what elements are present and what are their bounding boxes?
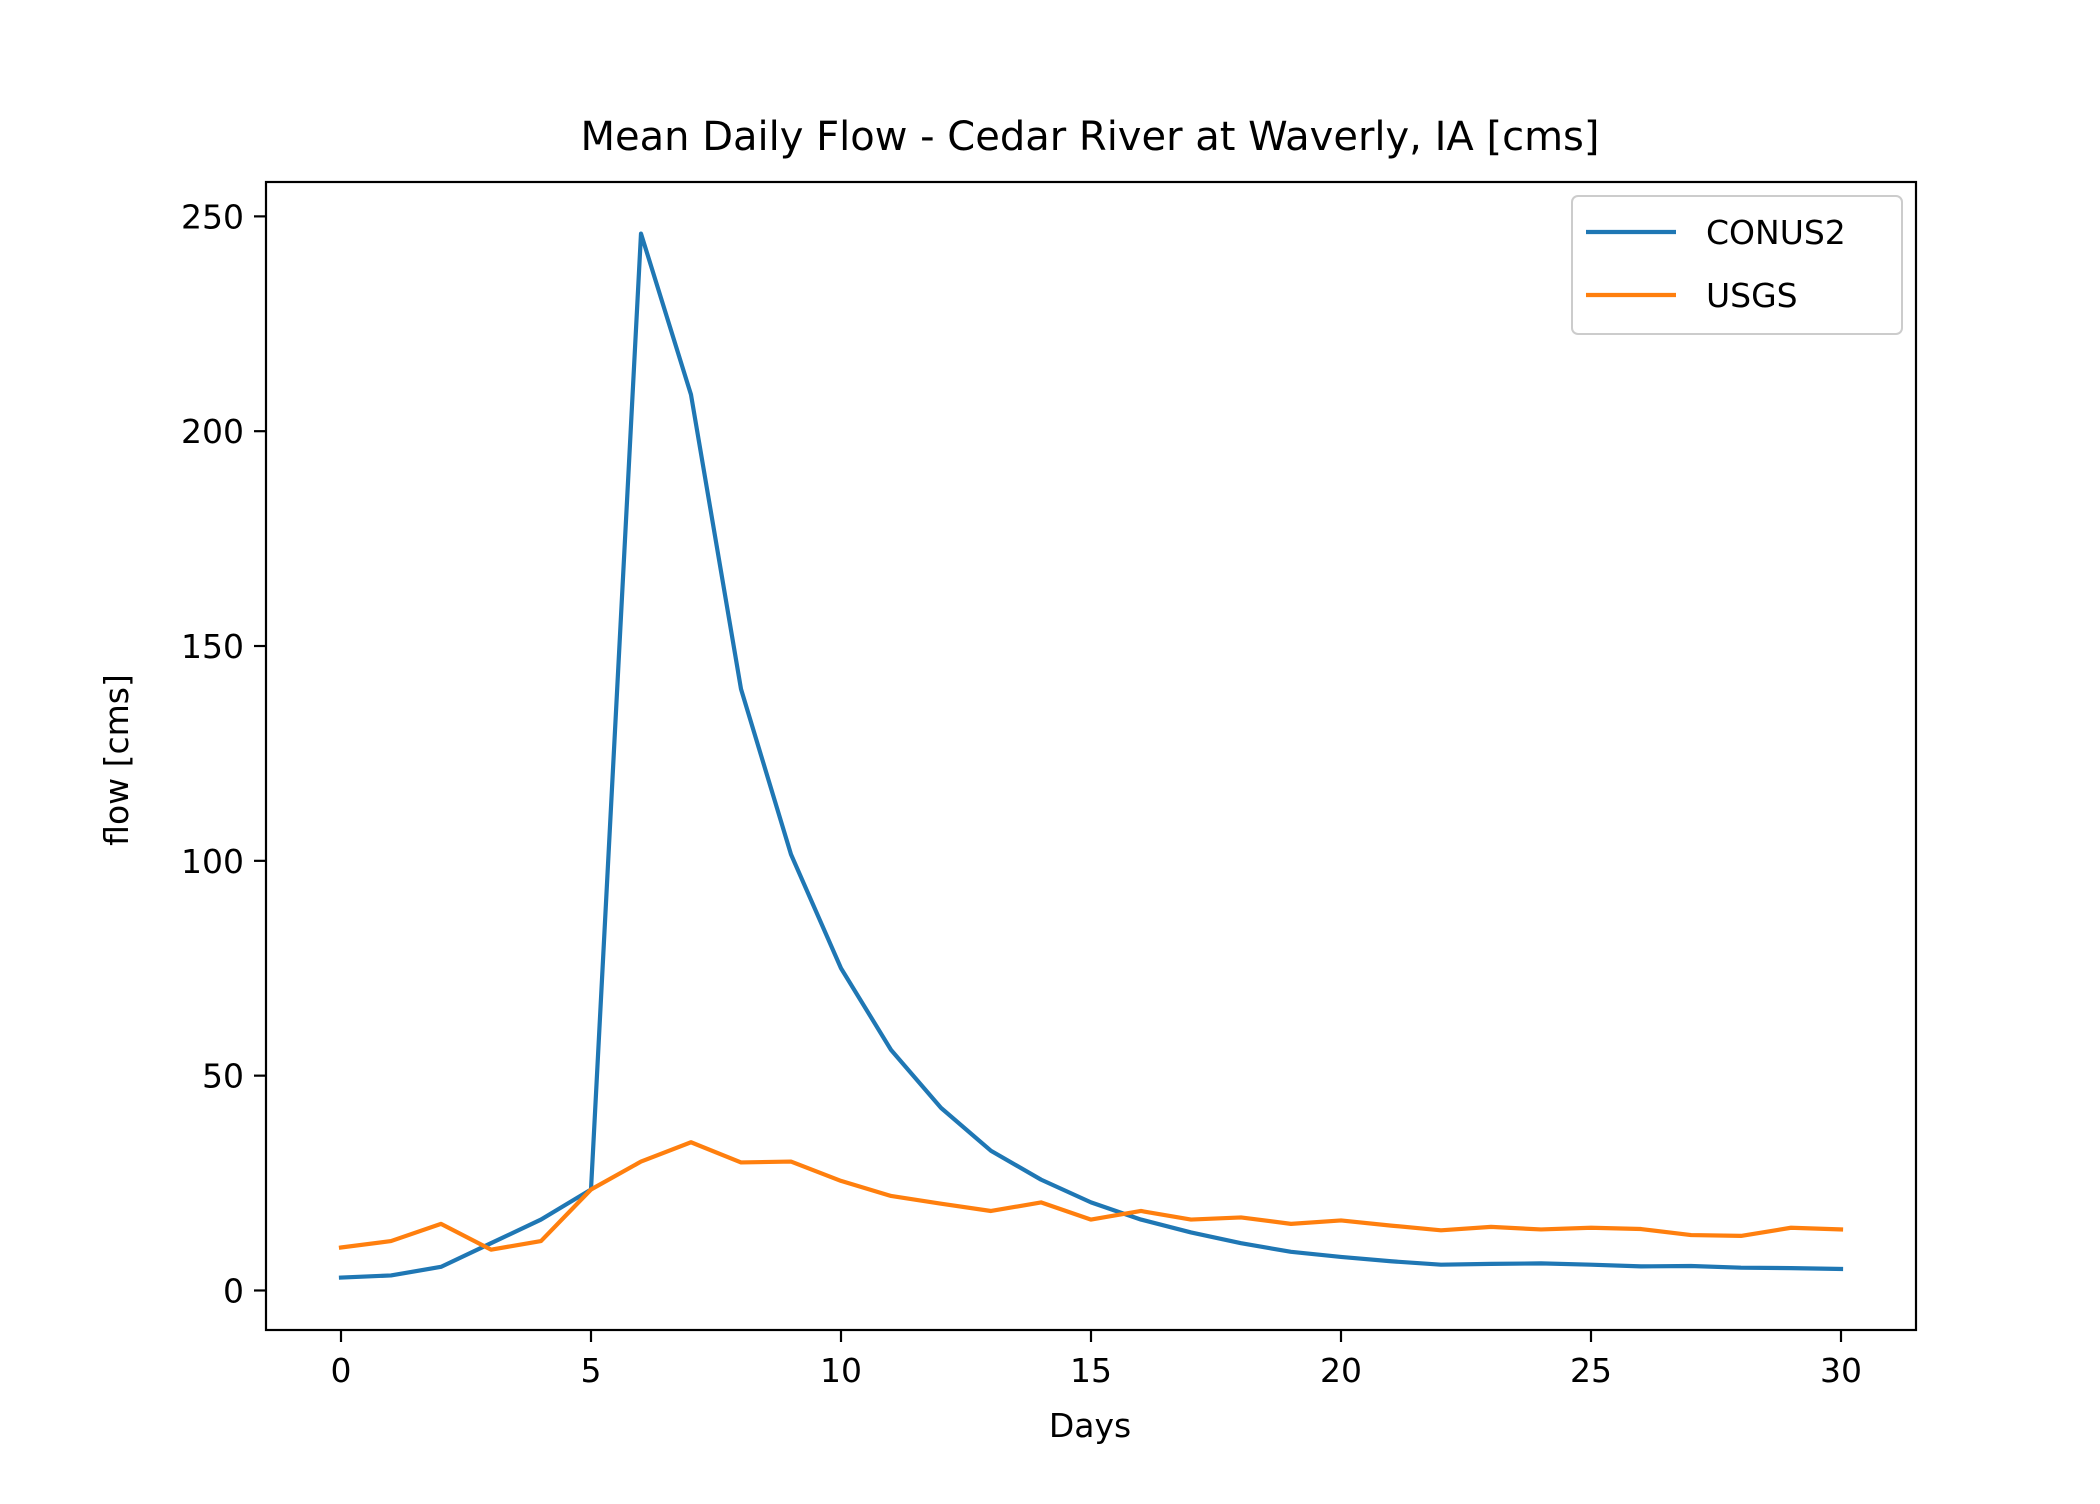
x-axis-ticks: 0 5 10 15 20 25 30: [331, 1330, 1862, 1390]
legend: CONUS2 USGS: [1571, 195, 1903, 335]
y-axis-label: flow [cms]: [97, 674, 136, 846]
x-tick-label: 0: [331, 1351, 352, 1390]
x-axis-label: Days: [1049, 1406, 1131, 1445]
x-tick-label: 10: [820, 1351, 862, 1390]
legend-label-conus2: CONUS2: [1706, 213, 1846, 252]
x-tick-label: 30: [1820, 1351, 1862, 1390]
y-tick-label: 150: [181, 627, 244, 666]
x-tick-label: 15: [1070, 1351, 1112, 1390]
x-tick-label: 20: [1320, 1351, 1362, 1390]
chart-title: Mean Daily Flow - Cedar River at Waverly…: [581, 114, 1600, 160]
x-tick-label: 5: [581, 1351, 602, 1390]
y-tick-label: 200: [181, 412, 244, 451]
y-tick-label: 0: [223, 1271, 244, 1310]
y-tick-label: 50: [202, 1057, 244, 1096]
y-tick-label: 100: [181, 842, 244, 881]
legend-label-usgs: USGS: [1706, 276, 1798, 315]
series-line-usgs: [338, 1140, 1844, 1252]
y-tick-label: 250: [181, 197, 244, 236]
y-axis-ticks: 0 50 100 150 200 250: [181, 197, 266, 1310]
series-lines: [338, 231, 1844, 1280]
x-tick-label: 25: [1570, 1351, 1612, 1390]
